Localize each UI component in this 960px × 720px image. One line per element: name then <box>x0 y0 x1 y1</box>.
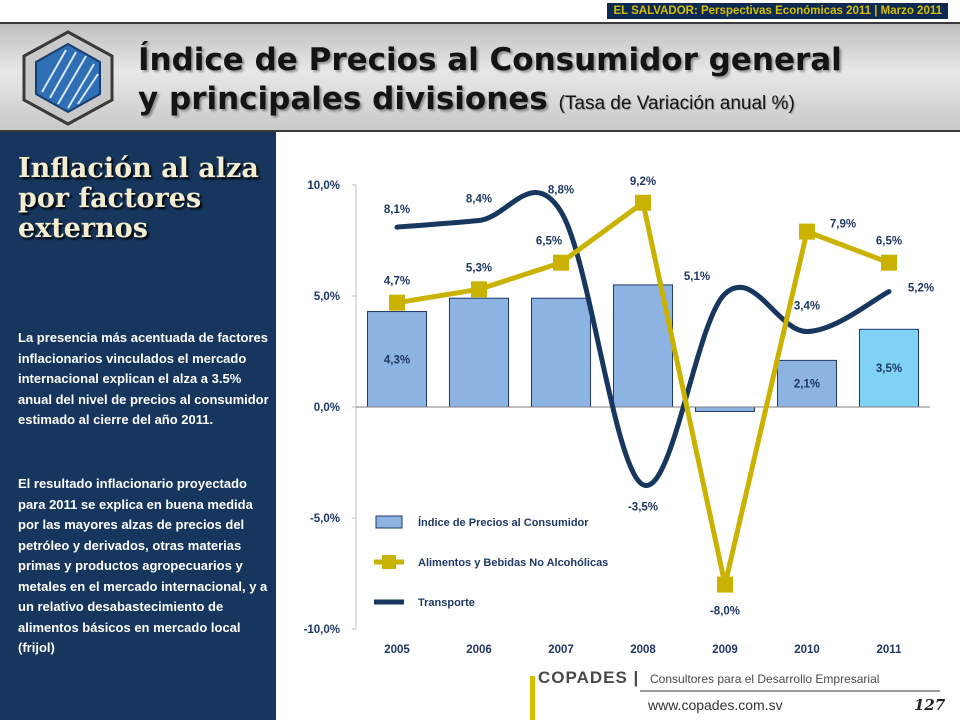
sidebar-paragraph-2: El resultado inflacionario proyectado pa… <box>18 476 268 655</box>
alimentos-marker-2010 <box>799 223 815 240</box>
bar-label-2010: 2,1% <box>794 379 820 391</box>
sidebar-panel: Inflación al alza por factores externos … <box>0 132 276 720</box>
top-bar: EL SALVADOR: Perspectivas Económicas 201… <box>0 0 960 22</box>
footer-brand: COPADES | <box>538 668 640 687</box>
alimentos-label-2010: 7,9% <box>830 219 856 231</box>
x-tick-label: 2005 <box>384 644 410 656</box>
legend-marker-alimentos <box>382 555 396 569</box>
footer-divider <box>640 690 940 692</box>
footer-url-link[interactable]: www.copades.com.sv <box>648 697 783 713</box>
inflation-chart: 10,0% 5,0% 0,0% -5,0% -10,0% 4,3% 2,1% 3,5% 4,7… <box>304 176 935 656</box>
alimentos-marker-2006 <box>471 281 487 298</box>
alimentos-label-2011: 6,5% <box>876 236 902 248</box>
bar-label-2011: 3,5% <box>876 363 902 375</box>
sidebar-heading: Inflación al alza por factores externos <box>18 153 259 244</box>
bar-2009 <box>694 406 756 412</box>
footer-accent-bar <box>530 676 535 720</box>
transporte-label-2006: 8,4% <box>466 194 492 206</box>
x-tick-label: 2010 <box>794 644 820 656</box>
alimentos-label-2008: 9,2% <box>630 176 656 188</box>
y-tick-label: -10,0% <box>304 624 340 636</box>
x-tick-label: 2009 <box>712 644 738 656</box>
x-tick-label: 2011 <box>877 644 903 656</box>
x-axis: 2005 2006 2007 2008 2009 2010 2011 <box>384 644 902 656</box>
page-title-line1: Índice de Precios al Consumidor general <box>138 42 842 78</box>
bar-2006 <box>448 297 510 408</box>
alimentos-label-2009: -8,0% <box>710 606 740 618</box>
y-tick-label: 10,0% <box>307 180 340 192</box>
chart-legend: Índice de Precios al Consumidor Alimentos… <box>374 515 608 609</box>
x-tick-label: 2008 <box>630 644 656 656</box>
sidebar-paragraph-1: La presencia más acentuada de factores i… <box>18 330 269 427</box>
alimentos-label-2006: 5,3% <box>466 262 492 274</box>
transporte-label-2005: 8,1% <box>384 204 410 216</box>
alimentos-marker-2007 <box>553 254 569 271</box>
line-series <box>389 190 897 593</box>
transporte-label-2011: 5,2% <box>908 283 934 295</box>
page-title-line2-text: y principales divisiones <box>138 81 548 117</box>
bar-2007 <box>530 297 592 408</box>
alimentos-marker-2005 <box>389 294 405 311</box>
legend-label: Índice de Precios al Consumidor <box>418 516 589 529</box>
y-axis: 10,0% 5,0% 0,0% -5,0% -10,0% <box>304 180 357 636</box>
legend-label: Transporte <box>418 597 475 609</box>
transporte-label-2009: 5,1% <box>684 271 710 283</box>
page-title-subtitle: (Tasa de Variación anual %) <box>558 93 795 114</box>
footer-tagline: Consultores para el Desarrollo Empresari… <box>650 672 880 686</box>
bar-2005 <box>366 311 428 408</box>
y-tick-label: 0,0% <box>314 402 340 414</box>
data-labels: 4,3% 2,1% 3,5% 4,7% 5,3% 6,5% 9,2% -8,0% 7,9% 6,5… <box>384 176 934 618</box>
bar-label-2005: 4,3% <box>384 354 410 366</box>
alimentos-label-2007: 6,5% <box>536 236 562 248</box>
y-tick-label: 5,0% <box>314 291 340 303</box>
x-tick-label: 2007 <box>548 644 574 656</box>
bar-series <box>356 284 930 412</box>
transporte-label-2007: 8,8% <box>548 185 574 197</box>
alimentos-marker-2009 <box>717 576 733 593</box>
alimentos-marker-2011 <box>881 254 897 271</box>
transporte-line <box>394 190 892 488</box>
legend-label: Alimentos y Bebidas No Alcohólicas <box>418 557 608 569</box>
legend-swatch-ipc <box>375 515 403 529</box>
report-tag: EL SALVADOR: Perspectivas Económicas 201… <box>607 3 948 19</box>
top-strip <box>0 0 545 22</box>
transporte-label-2008: -3,5% <box>628 502 658 514</box>
bar-2010 <box>776 359 838 408</box>
slide-header: Índice de Precios al Consumidor general … <box>0 22 960 132</box>
copades-logo-icon <box>22 30 114 126</box>
page-title-line2: y principales divisiones (Tasa de Variac… <box>138 81 795 117</box>
x-tick-label: 2006 <box>466 644 492 656</box>
alimentos-marker-2008 <box>635 194 651 211</box>
alimentos-label-2005: 4,7% <box>384 276 410 288</box>
page-number: 127 <box>914 696 946 714</box>
y-tick-label: -5,0% <box>310 513 340 525</box>
transporte-label-2010: 3,4% <box>794 301 820 313</box>
